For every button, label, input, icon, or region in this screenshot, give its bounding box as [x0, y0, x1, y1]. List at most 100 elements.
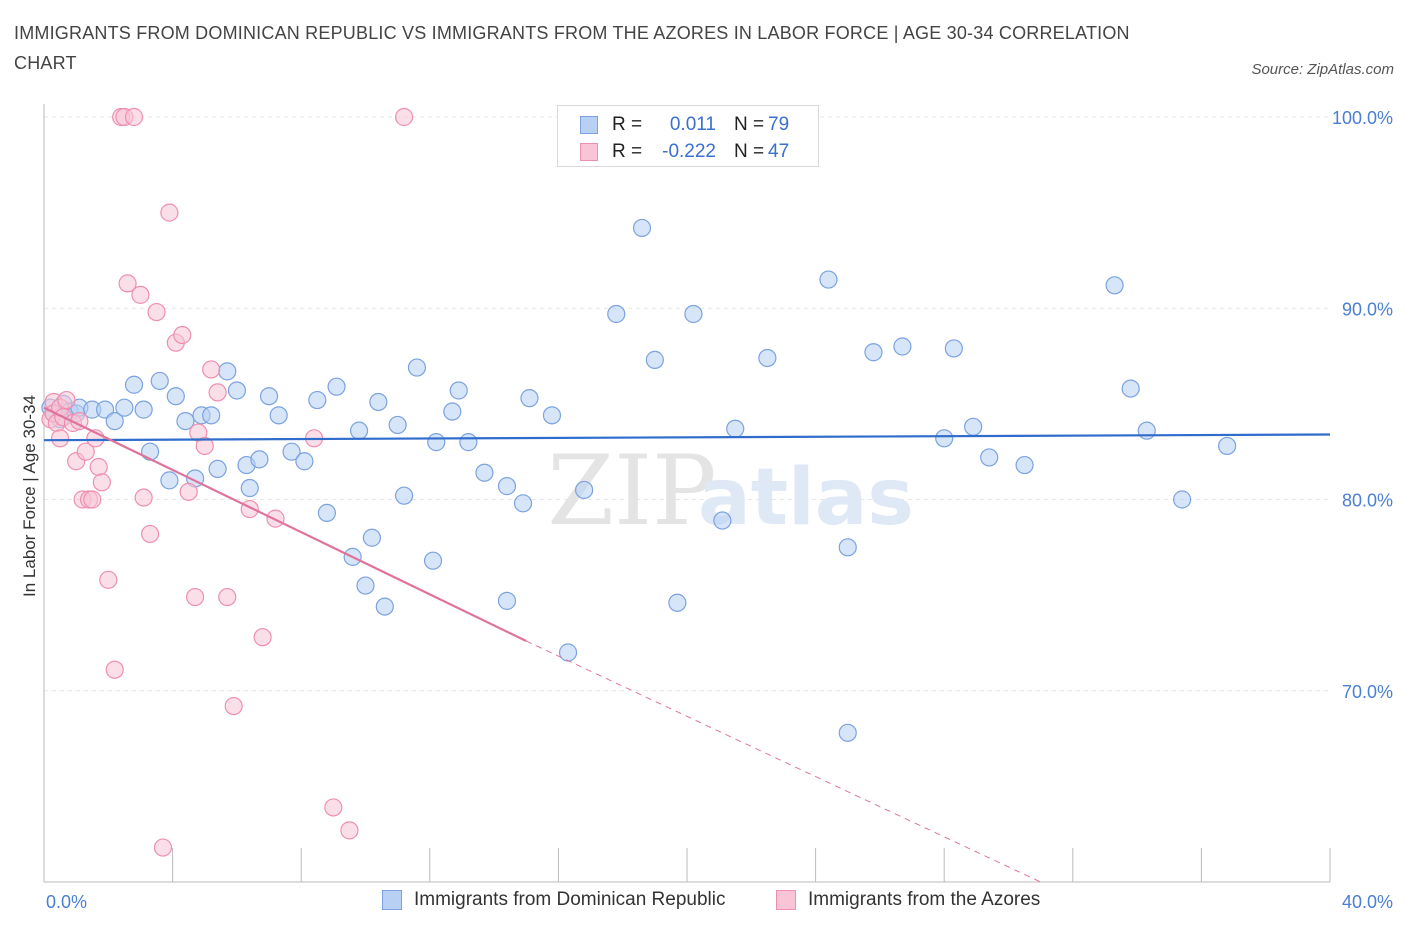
point-dominican — [176, 411, 195, 431]
point-azores — [394, 107, 414, 127]
point-dominican — [1105, 276, 1124, 295]
point-dominican — [362, 528, 382, 547]
correlation-legend: R = 0.011 N = 79 R = -0.222 N = 47 — [557, 105, 819, 167]
point-azores — [253, 628, 272, 647]
point-dominican — [327, 377, 346, 396]
point-dominican — [607, 304, 626, 324]
point-dominican — [356, 576, 375, 595]
point-azores — [324, 798, 343, 817]
point-dominican — [250, 450, 269, 469]
point-dominican — [134, 400, 153, 419]
legend-swatch-blue — [580, 116, 598, 134]
point-azores — [89, 457, 108, 477]
point-dominican — [1121, 379, 1140, 398]
point-azores — [218, 587, 237, 607]
point-dominican — [407, 358, 427, 377]
point-dominican — [295, 452, 314, 471]
legend-n-label: N = — [734, 114, 765, 135]
watermark-zip: ZIP — [547, 435, 716, 547]
point-dominican — [166, 387, 185, 406]
point-dominican — [160, 471, 179, 490]
y-tick-label: 90.0% — [1342, 299, 1393, 319]
point-dominican — [980, 448, 999, 467]
trend-lines — [43, 406, 1331, 883]
point-dominican — [1137, 421, 1156, 440]
point-azores — [105, 660, 124, 679]
point-azores — [340, 821, 359, 840]
legend-n-value: 47 — [768, 141, 790, 162]
point-dominican — [1218, 436, 1237, 456]
legend-r-label: R = — [612, 114, 643, 135]
point-dominican — [935, 429, 954, 448]
y-tick-label: 100.0% — [1332, 108, 1393, 128]
point-dominican — [388, 415, 407, 435]
legend-label-dominican: Immigrants from Dominican Republic — [414, 889, 726, 910]
point-dominican — [105, 411, 124, 431]
legend-swatch-blue — [382, 890, 402, 910]
point-azores — [50, 429, 70, 448]
legend-r-label: R = — [612, 141, 643, 162]
x-tick-label-max: 40.0% — [1342, 892, 1393, 912]
point-dominican — [308, 390, 327, 410]
point-azores — [118, 274, 137, 293]
point-dominican — [240, 478, 259, 498]
point-azores — [92, 473, 111, 492]
legend-row-dominican: R = 0.011 N = 79 — [580, 113, 789, 137]
point-dominican — [459, 433, 478, 452]
point-dominican — [819, 270, 838, 289]
x-tick-label-min: 0.0% — [46, 892, 87, 912]
point-azores — [99, 570, 118, 589]
point-dominican — [369, 392, 388, 412]
point-dominican — [758, 348, 777, 368]
point-dominican — [375, 597, 394, 616]
y-tick-label: 80.0% — [1342, 491, 1393, 511]
point-dominican — [497, 477, 517, 496]
point-dominican — [893, 337, 912, 356]
point-dominican — [269, 406, 288, 425]
point-azores — [134, 488, 153, 507]
tick-labels: 70.0% 80.0% 90.0% 100.0% 0.0% 40.0% — [46, 108, 1393, 912]
point-azores — [83, 490, 102, 509]
point-azores — [173, 325, 192, 345]
point-dominican — [575, 480, 594, 500]
point-azores — [147, 302, 166, 322]
point-dominican — [1015, 455, 1034, 475]
point-dominican — [542, 406, 562, 425]
chart-title: IMMIGRANTS FROM DOMINICAN REPUBLIC VS IM… — [14, 23, 1130, 73]
point-dominican — [449, 381, 468, 400]
trend-line-azores — [43, 406, 527, 643]
legend-label-azores: Immigrants from the Azores — [808, 889, 1041, 910]
point-dominican — [394, 486, 414, 505]
point-dominican — [317, 503, 337, 522]
watermark-atlas: atlas — [698, 453, 914, 543]
point-dominican — [1173, 490, 1192, 509]
point-dominican — [475, 463, 494, 482]
y-tick-label: 70.0% — [1342, 682, 1393, 702]
point-dominican — [150, 371, 169, 391]
point-azores — [179, 482, 198, 501]
point-dominican — [259, 387, 279, 406]
point-dominican — [497, 591, 517, 610]
point-dominican — [684, 304, 703, 324]
trend-line-dominican — [43, 433, 1331, 442]
legend-item-azores: Immigrants from the Azores — [776, 889, 1040, 911]
point-azores — [76, 442, 95, 461]
point-azores — [202, 360, 221, 379]
legend-row-azores: R = -0.222 N = 47 — [580, 140, 789, 164]
point-dominican — [520, 389, 539, 408]
point-dominican — [227, 381, 246, 400]
point-dominican — [713, 511, 732, 530]
legend-r-value: -0.222 — [662, 141, 716, 162]
trend-line-azores-extension — [526, 640, 1041, 883]
series-legend: Immigrants from Dominican Republic Immig… — [0, 889, 1406, 915]
point-dominican — [140, 442, 160, 461]
legend-swatch-pink — [580, 143, 598, 161]
point-dominican — [208, 459, 227, 478]
point-dominican — [202, 406, 221, 425]
point-dominican — [349, 421, 369, 440]
point-azores — [208, 383, 227, 402]
point-dominican — [864, 343, 883, 362]
point-dominican — [944, 339, 963, 358]
point-dominican — [282, 442, 301, 461]
